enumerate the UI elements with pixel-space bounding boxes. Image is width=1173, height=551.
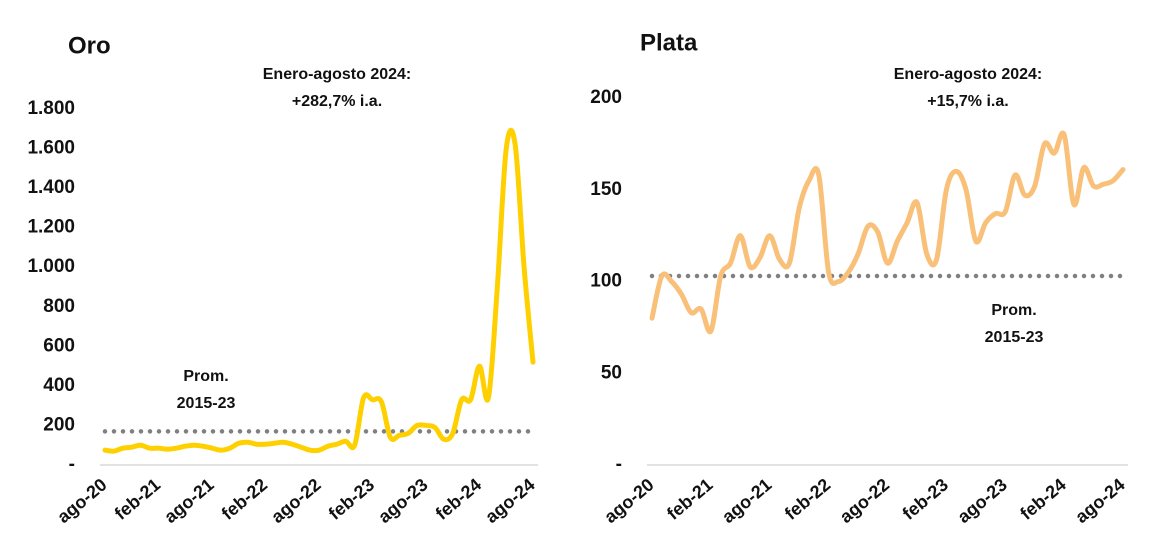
annotation: +282,7% i.a. [292, 93, 382, 110]
annotation: Enero-agosto 2024: [894, 66, 1042, 83]
y-tick-label: 200 [590, 87, 622, 108]
chart-title: Oro [68, 32, 111, 59]
y-tick-label: 100 [590, 271, 622, 292]
reference-label: Prom. [991, 302, 1036, 319]
y-tick-label: 1.600 [27, 138, 75, 159]
y-tick-label: 200 [43, 414, 75, 435]
y-tick-label: - [616, 454, 622, 475]
y-tick-label: 1.800 [27, 98, 75, 119]
background [8, 8, 1165, 543]
y-tick-label: 150 [590, 179, 622, 200]
annotation: +15,7% i.a. [927, 93, 1008, 110]
y-tick-label: 50 [601, 362, 622, 383]
y-tick-label: - [69, 454, 75, 475]
y-tick-label: 1.000 [27, 256, 75, 277]
y-tick-label: 1.400 [27, 177, 75, 198]
reference-label: Prom. [183, 368, 228, 385]
reference-label: 2015-23 [985, 329, 1044, 346]
series-line [649, 130, 1126, 335]
y-tick-label: 600 [43, 335, 75, 356]
y-tick-label: 800 [43, 296, 75, 317]
annotation: Enero-agosto 2024: [263, 66, 411, 83]
y-tick-label: 400 [43, 375, 75, 396]
series-line [102, 127, 536, 454]
reference-label: 2015-23 [177, 395, 236, 412]
y-tick-label: 1.200 [27, 217, 75, 238]
chart-title: Plata [640, 29, 698, 56]
